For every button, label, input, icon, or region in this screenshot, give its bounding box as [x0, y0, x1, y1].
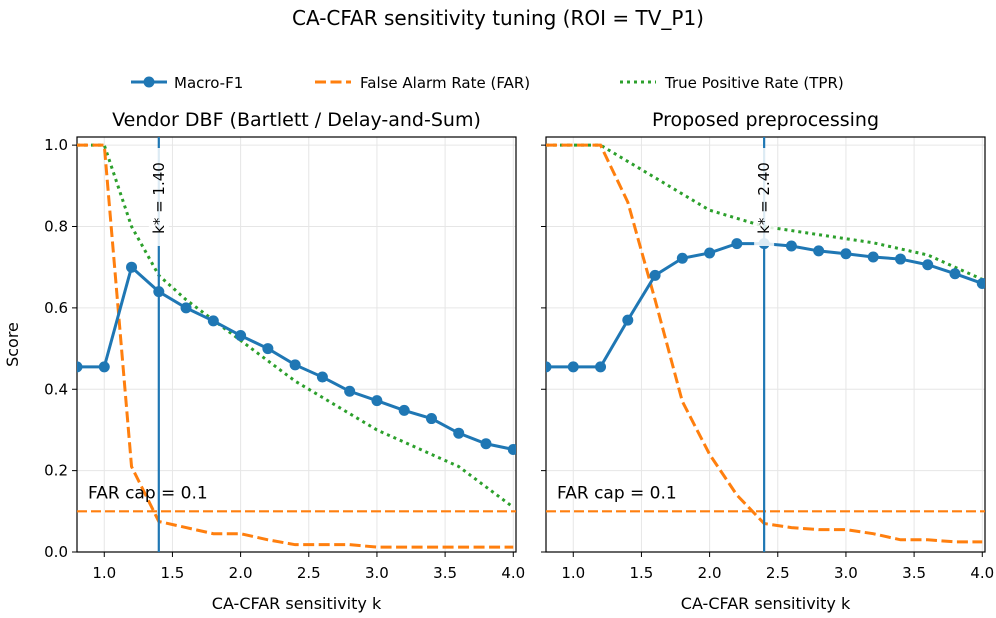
y-tick-label: 0.2 — [44, 462, 68, 480]
series-f1-point — [235, 330, 247, 342]
plot-frame — [76, 136, 517, 553]
panel-proposed: 1.0 1.5 2.0 2.5 3.0 3.5 4.0 Proposed preprocess… — [541, 109, 994, 613]
k-star-label: k* = 1.40 — [150, 162, 168, 234]
series-f1-point — [98, 361, 110, 373]
series-f1-point — [153, 286, 165, 298]
series-f1-point — [371, 395, 383, 407]
far-cap-label: FAR cap = 0.1 — [88, 483, 208, 503]
series-f1-point — [425, 413, 437, 425]
series-f1-point — [840, 248, 852, 260]
series-f1-point — [894, 253, 906, 265]
x-tick-label: 3.0 — [365, 564, 389, 582]
series-f1-point — [622, 314, 634, 326]
series-f1-point — [316, 371, 328, 383]
x-tick-label: 2.0 — [229, 564, 253, 582]
series-f1-point — [976, 277, 985, 289]
x-tick-label: 2.5 — [297, 564, 321, 582]
series-f1-point — [507, 443, 516, 455]
y-tick-label: 0.8 — [44, 218, 68, 236]
series-f1-point — [813, 245, 825, 257]
x-tick-label: 1.5 — [630, 564, 654, 582]
series-f1-point — [867, 251, 879, 263]
k-star-label-box — [148, 148, 169, 246]
x-tick-label: 3.5 — [902, 564, 926, 582]
y-axis-label: Score — [3, 322, 22, 367]
figure-title: CA-CFAR sensitivity tuning (ROI = TV_P1) — [292, 6, 704, 30]
k-star-label: k* = 2.40 — [755, 162, 773, 234]
x-tick-label: 2.5 — [766, 564, 790, 582]
x-axis-label: CA-CFAR sensitivity k — [681, 594, 851, 613]
x-tick-label: 4.0 — [970, 564, 994, 582]
series-f1-point — [480, 438, 492, 450]
plot-area — [546, 137, 985, 552]
x-tick-label: 1.0 — [92, 564, 116, 582]
far-cap-label: FAR cap = 0.1 — [557, 483, 677, 503]
x-tick-label: 1.5 — [161, 564, 185, 582]
series-far-line — [77, 143, 514, 549]
x-tick-label: 3.5 — [433, 564, 457, 582]
series-f1-point — [207, 315, 219, 327]
series-f1-point — [344, 385, 356, 397]
legend-label-far: False Alarm Rate (FAR) — [360, 74, 530, 92]
series-f1-point — [453, 427, 465, 439]
series-f1-point — [595, 361, 607, 373]
x-tick-label: 3.0 — [834, 564, 858, 582]
y-tick-label: 1.0 — [44, 136, 68, 154]
series-f1-point — [289, 359, 301, 371]
k-star-label-box — [754, 148, 775, 246]
plot-frame — [545, 136, 986, 553]
panel-title: Proposed preprocessing — [652, 109, 879, 131]
x-tick-label: 2.0 — [698, 564, 722, 582]
series-f1-point — [398, 404, 410, 416]
series-f1-point — [731, 238, 743, 250]
series-tpr-line — [77, 143, 515, 509]
plot-area — [77, 137, 516, 552]
legend-label-f1: Macro-F1 — [174, 74, 243, 92]
y-tick-label: 0.4 — [44, 380, 68, 398]
series-f1-point — [949, 268, 961, 280]
series-f1-point — [567, 361, 579, 373]
series-f1-point — [180, 302, 192, 314]
panel-vendor-dbf: 1.0 1.5 2.0 2.5 3.0 3.5 4.0 0.0 0.2 0.4 0.6 0.8 1.0 V… — [3, 109, 525, 613]
x-axis-label: CA-CFAR sensitivity k — [212, 594, 382, 613]
panel-title: Vendor DBF (Bartlett / Delay-and-Sum) — [112, 109, 481, 131]
y-tick-label: 0.0 — [44, 543, 68, 561]
series-f1-point — [546, 361, 552, 373]
series-f1-point — [922, 259, 934, 271]
legend-label-tpr: True Positive Rate (TPR) — [664, 74, 844, 92]
series-f1-point — [704, 247, 716, 259]
series-f1-point — [676, 252, 688, 264]
y-tick-label: 0.6 — [44, 299, 68, 317]
series-f1-point — [649, 269, 661, 281]
series-f1-point — [785, 240, 797, 252]
legend-marker-f1 — [143, 76, 155, 88]
series-f1-point — [262, 343, 274, 355]
series-f1-point — [77, 361, 83, 373]
series-f1-point — [126, 261, 138, 273]
legend: Macro-F1 False Alarm Rate (FAR) True Pos… — [131, 74, 844, 92]
x-tick-label: 4.0 — [501, 564, 525, 582]
x-tick-label: 1.0 — [561, 564, 585, 582]
